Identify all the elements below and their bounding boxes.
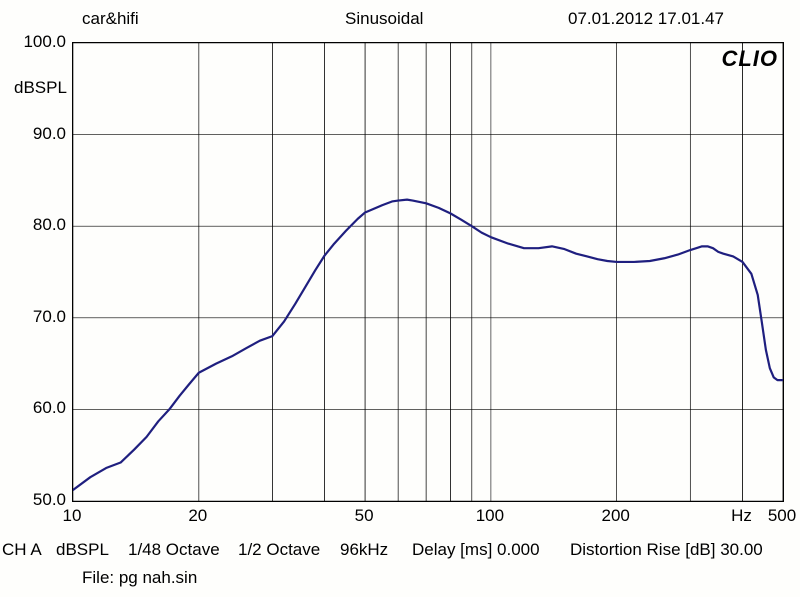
header-left: car&hifi xyxy=(82,9,139,29)
footer-octave-2: 1/2 Octave xyxy=(238,540,320,560)
x-tick-label: 500 xyxy=(768,506,796,526)
x-tick-label: 100 xyxy=(476,506,504,526)
x-tick-label: 20 xyxy=(188,506,207,526)
footer-file: File: pg nah.sin xyxy=(82,568,197,588)
y-tick-label: 100.0 xyxy=(23,32,66,52)
footer-distortion: Distortion Rise [dB] 30.00 xyxy=(570,540,763,560)
x-axis-unit: Hz xyxy=(731,506,752,526)
header-center: Sinusoidal xyxy=(345,9,423,29)
footer-unit: dBSPL xyxy=(56,540,109,560)
x-tick-label: 200 xyxy=(602,506,630,526)
footer-samplerate: 96kHz xyxy=(340,540,388,560)
y-axis-unit: dBSPL xyxy=(14,78,67,98)
chart-series-line xyxy=(73,43,783,501)
footer-octave-1: 1/48 Octave xyxy=(128,540,220,560)
chart-plot-area xyxy=(72,42,784,502)
footer-delay: Delay [ms] 0.000 xyxy=(412,540,540,560)
x-tick-label: 50 xyxy=(355,506,374,526)
y-tick-label: 50.0 xyxy=(33,490,66,510)
y-tick-label: 70.0 xyxy=(33,307,66,327)
y-tick-label: 60.0 xyxy=(33,398,66,418)
header-right: 07.01.2012 17.01.47 xyxy=(568,9,724,29)
y-tick-label: 90.0 xyxy=(33,124,66,144)
x-tick-label: 10 xyxy=(63,506,82,526)
footer-channel: CH A xyxy=(2,540,42,560)
y-tick-label: 80.0 xyxy=(33,215,66,235)
